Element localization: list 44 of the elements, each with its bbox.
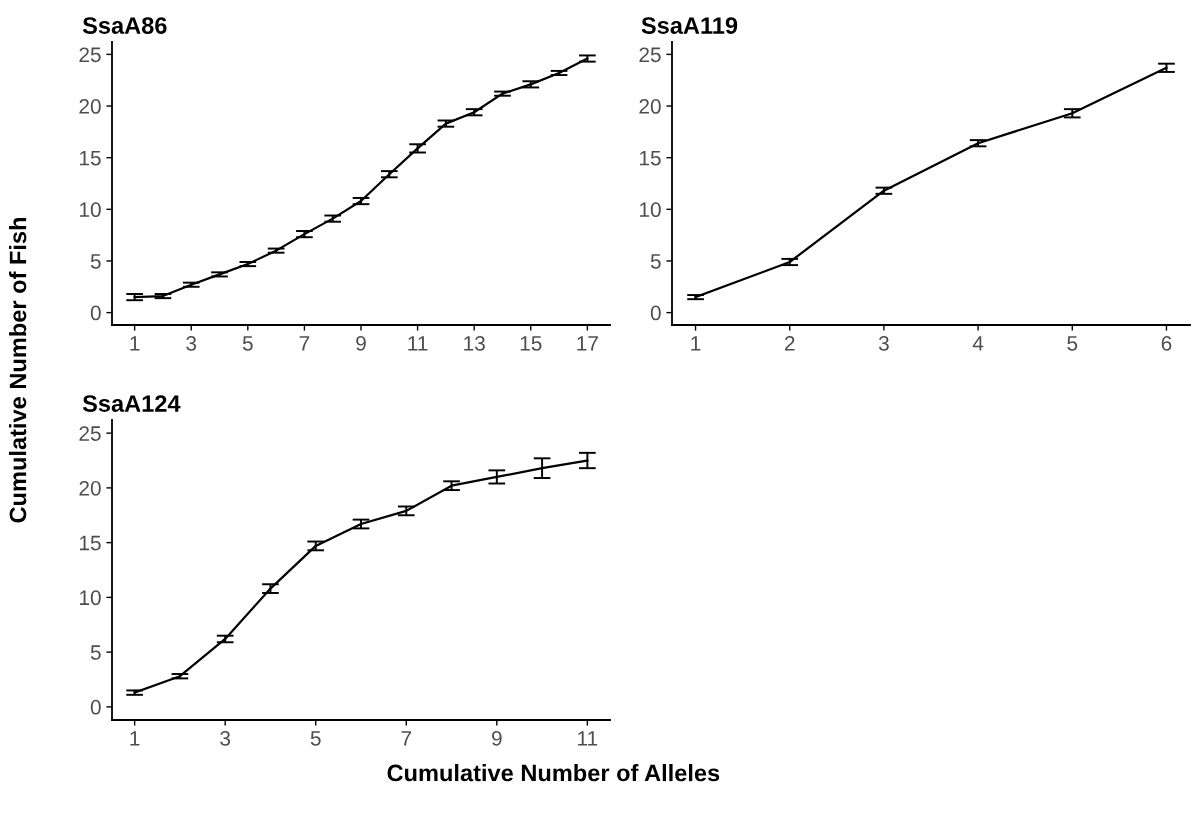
y-axis-title: Cumulative Number of Fish: [9, 217, 27, 523]
y-tick-label: 15: [80, 150, 101, 166]
y-tick-label: 5: [90, 254, 101, 269]
x-tick-label: 17: [577, 336, 598, 351]
y-tick-label: 0: [90, 699, 101, 715]
chart-title: SsaA119: [641, 17, 738, 34]
x-tick-label: 1: [130, 336, 140, 351]
y-tick-label: 0: [650, 305, 661, 321]
y-tick-label: 20: [639, 99, 661, 114]
y-tick-label: 15: [640, 150, 661, 166]
x-tick-label: 3: [186, 335, 197, 351]
x-tick-label: 15: [520, 336, 542, 351]
x-tick-label: 1: [130, 731, 140, 746]
x-tick-label: 4: [972, 336, 984, 351]
y-tick-label: 5: [650, 254, 661, 269]
y-tick-label: 5: [90, 645, 101, 660]
x-tick-label: 1: [691, 336, 701, 351]
x-tick-label: 5: [1067, 336, 1078, 351]
x-tick-label: 7: [401, 731, 412, 746]
x-tick-label: 7: [299, 336, 310, 351]
x-tick-label: 9: [356, 335, 366, 351]
y-tick-label: 20: [79, 99, 101, 114]
chart-title: SsaA124: [82, 395, 181, 412]
y-tick-label: 20: [79, 480, 101, 496]
x-axis-title: Cumulative Number of Alleles: [387, 763, 720, 782]
y-tick-label: 10: [80, 202, 101, 218]
y-tick-label: 15: [80, 535, 101, 551]
y-tick-label: 10: [80, 590, 101, 606]
y-tick-label: 25: [639, 47, 661, 63]
x-tick-label: 11: [578, 731, 598, 746]
y-tick-label: 25: [79, 47, 101, 63]
x-tick-label: 5: [242, 336, 253, 351]
x-tick-label: 6: [1161, 335, 1172, 351]
x-tick-label: 11: [408, 336, 428, 351]
y-tick-label: 0: [90, 305, 101, 321]
x-tick-label: 3: [878, 335, 889, 351]
chart-title: SsaA86: [82, 17, 167, 34]
y-tick-label: 25: [79, 426, 101, 441]
x-tick-label: 5: [310, 731, 321, 746]
x-tick-label: 2: [784, 335, 795, 351]
x-tick-label: 13: [464, 335, 485, 351]
x-tick-label: 9: [492, 730, 502, 746]
y-tick-label: 10: [640, 202, 661, 218]
x-tick-label: 3: [220, 730, 231, 746]
